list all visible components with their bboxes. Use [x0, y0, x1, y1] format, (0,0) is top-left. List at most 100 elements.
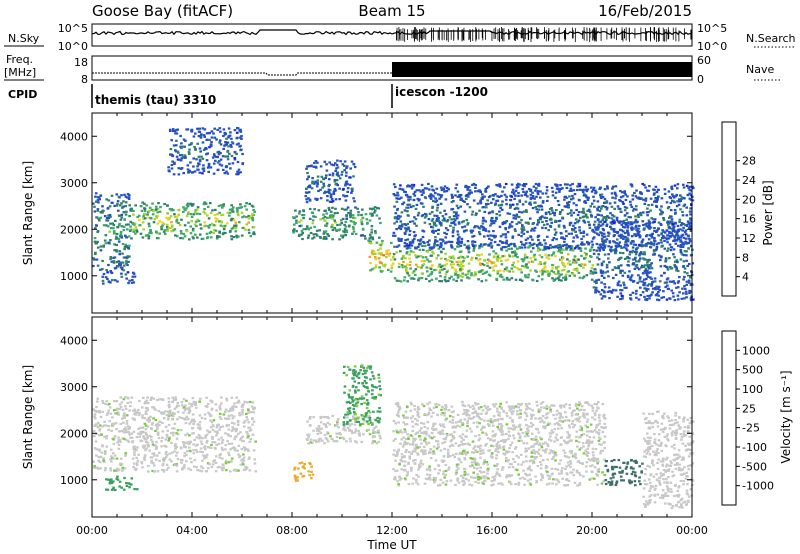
- echo-cell: [641, 291, 645, 294]
- echo-cell: [373, 435, 377, 438]
- echo-cell: [319, 421, 323, 424]
- echo-cell: [241, 410, 244, 413]
- echo-cell: [454, 215, 458, 218]
- echo-cell: [242, 459, 246, 462]
- echo-cell: [334, 198, 338, 201]
- echo-cell: [233, 438, 236, 441]
- echo-cell: [655, 246, 659, 249]
- echo-cell: [204, 202, 208, 205]
- echo-cell: [119, 406, 123, 409]
- echo-cell: [115, 243, 118, 247]
- echo-cell: [618, 245, 621, 248]
- echo-cell: [128, 255, 131, 258]
- echo-cell: [195, 449, 198, 452]
- echo-cell: [218, 404, 222, 407]
- echo-cell: [690, 203, 693, 206]
- echo-cell: [126, 228, 129, 231]
- echo-cell: [100, 451, 104, 454]
- echo-cell: [537, 182, 541, 185]
- echo-cell: [138, 399, 141, 403]
- echo-cell: [528, 201, 532, 204]
- echo-cell: [486, 262, 489, 265]
- echo-cell: [318, 427, 321, 430]
- echo-cell: [218, 231, 221, 234]
- echo-cell: [631, 235, 634, 238]
- echo-cell: [614, 247, 618, 250]
- echo-cell: [626, 226, 630, 229]
- echo-cell: [292, 216, 295, 219]
- echo-cell: [393, 234, 397, 237]
- echo-cell: [168, 208, 172, 211]
- echo-cell: [465, 197, 468, 201]
- echo-cell: [673, 225, 676, 228]
- echo-cell: [147, 416, 151, 419]
- echo-cell: [424, 256, 428, 259]
- echo-cell: [578, 185, 582, 188]
- echo-cell: [292, 231, 295, 234]
- echo-cell: [115, 236, 119, 240]
- echo-cell: [515, 266, 519, 270]
- echo-cell: [393, 277, 397, 280]
- echo-cell: [230, 421, 234, 424]
- echo-cell: [630, 205, 634, 208]
- echo-cell: [687, 237, 691, 240]
- echo-cell: [690, 270, 693, 273]
- echo-cell: [231, 426, 234, 429]
- echo-cell: [478, 227, 482, 230]
- echo-cell: [187, 171, 190, 174]
- echo-cell: [106, 207, 110, 210]
- echo-cell: [110, 481, 114, 484]
- echo-cell: [413, 237, 416, 240]
- nave-label: Nave: [746, 63, 774, 76]
- echo-cell: [208, 413, 211, 416]
- echo-cell: [144, 410, 148, 413]
- echo-cell: [373, 206, 377, 209]
- echo-cell: [529, 257, 532, 260]
- echo-cell: [645, 277, 648, 281]
- echo-cell: [136, 459, 140, 462]
- echo-cell: [233, 402, 236, 405]
- echo-cell: [202, 134, 206, 137]
- echo-cell: [646, 214, 649, 217]
- echo-cell: [236, 449, 239, 452]
- echo-cell: [484, 243, 487, 246]
- echo-cell: [245, 412, 248, 415]
- echo-cell: [653, 240, 657, 243]
- echo-cell: [679, 243, 683, 247]
- echo-cell: [582, 230, 586, 233]
- echo-cell: [416, 245, 420, 248]
- echo-cell: [676, 230, 679, 233]
- echo-cell: [663, 264, 667, 268]
- echo-cell: [660, 233, 663, 236]
- echo-cell: [661, 237, 664, 240]
- echo-cell: [172, 431, 175, 434]
- echo-cell: [683, 267, 687, 270]
- echo-cell: [657, 299, 661, 302]
- echo-cell: [656, 197, 659, 200]
- echo-cell: [551, 263, 554, 267]
- echo-cell: [639, 294, 643, 297]
- echo-cell: [496, 254, 500, 257]
- echo-cell: [111, 222, 114, 225]
- echo-cell: [432, 246, 435, 249]
- echo-cell: [646, 242, 650, 245]
- echo-cell: [577, 182, 581, 185]
- echo-cell: [520, 227, 523, 230]
- echo-cell: [126, 271, 130, 274]
- echo-cell: [686, 194, 690, 197]
- echo-cell: [378, 260, 382, 263]
- echo-cell: [677, 236, 680, 239]
- echo-cell: [406, 195, 410, 198]
- echo-cell: [582, 194, 586, 197]
- echo-cell: [130, 432, 134, 435]
- echo-cell: [383, 265, 387, 268]
- echo-cell: [652, 193, 656, 196]
- echo-cell: [569, 187, 573, 190]
- echo-cell: [186, 418, 190, 421]
- echo-cell: [663, 281, 667, 284]
- echo-cell: [576, 220, 579, 224]
- echo-cell: [666, 249, 669, 252]
- echo-cell: [379, 253, 383, 256]
- echo-cell: [651, 232, 654, 235]
- echo-cell: [191, 171, 194, 174]
